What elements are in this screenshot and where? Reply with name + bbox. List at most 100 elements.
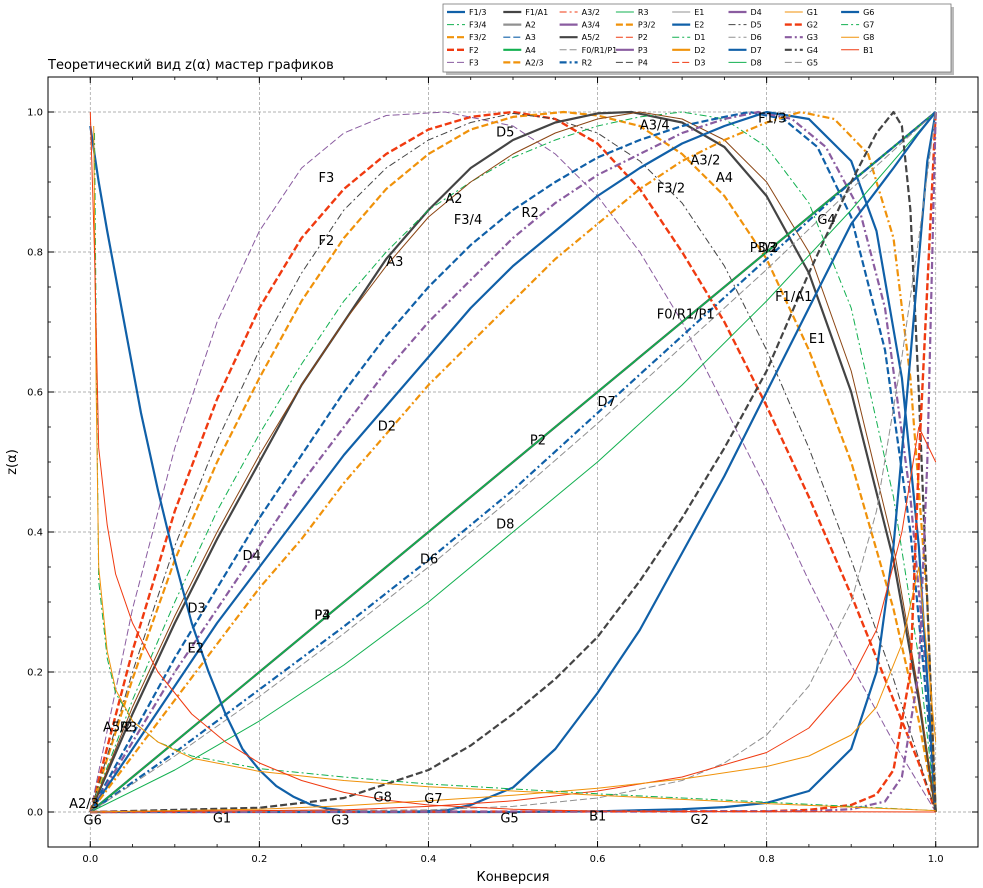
curve-annotation: P4 [314, 609, 330, 624]
curve-annotation: G2 [691, 813, 709, 828]
series-curve [89, 111, 937, 813]
legend-entry: F2 [469, 46, 479, 55]
legend-entry: D2 [694, 46, 705, 55]
legend-entry: A3/4 [582, 21, 600, 30]
curve-annotation: D7 [598, 395, 616, 410]
legend-entry: G3 [807, 33, 818, 42]
x-tick-label: 0.6 [590, 854, 606, 865]
curve-annotation: E1 [809, 332, 826, 347]
y-tick-label: 0.8 [27, 248, 43, 259]
curve-annotation: G4 [817, 213, 835, 228]
series-curves [89, 110, 937, 814]
curve-annotation: G8 [374, 791, 392, 806]
series-curve [89, 111, 937, 813]
curve-annotation: A2 [445, 192, 462, 207]
curve-annotation: A3 [386, 255, 403, 270]
legend-entry: G8 [863, 33, 874, 42]
legend-entry: A5/2 [582, 33, 600, 42]
curve-annotation: P3/2 [750, 241, 779, 256]
curve-annotation: A5/2 [103, 721, 133, 736]
y-tick-label: 0.0 [27, 808, 43, 819]
series-curve [90, 111, 937, 813]
curve-annotation: F2 [319, 234, 335, 249]
y-tick-label: 0.4 [27, 528, 43, 539]
curve-annotation: A4 [716, 171, 733, 186]
legend-entry: E1 [694, 8, 704, 17]
legend-entry: P3/2 [638, 21, 656, 30]
legend-entry: G6 [863, 8, 874, 17]
legend-entry: G5 [807, 58, 818, 67]
chart-title: Теоретический вид z(α) мастер графиков [47, 58, 334, 73]
legend-entry: A3/2 [582, 8, 600, 17]
curve-annotation: R2 [521, 206, 538, 221]
series-curve [89, 111, 936, 813]
x-tick-label: 0.2 [251, 854, 267, 865]
series-curve [90, 426, 937, 813]
x-tick-label: 0.8 [759, 854, 775, 865]
legend-entry: F3 [469, 58, 479, 67]
curve-annotation: G6 [84, 814, 102, 829]
curve-annotation: R3 [120, 721, 137, 736]
curve-annotation: F0/R1/P1 [657, 308, 715, 323]
series-curve [90, 566, 937, 813]
legend-entry: D7 [751, 46, 762, 55]
legend-entry: B1 [863, 46, 874, 55]
legend-entry: G4 [807, 46, 818, 55]
legend-entry: P2 [638, 33, 648, 42]
series-curve [93, 125, 936, 812]
series-curve [90, 111, 937, 813]
series-curve [89, 110, 937, 813]
legend-entry: F1/A1 [525, 8, 548, 17]
series-curve [89, 110, 937, 813]
legend-entry: D6 [751, 33, 762, 42]
legend: F1/3 F3/4 F3/2 F2 F3 F1/A1 A2 A3 A4 A2/3 A3/2 A3/4 A… [442, 3, 954, 75]
series-curve [94, 132, 936, 812]
legend-entry: D4 [751, 8, 762, 17]
y-tick-label: 0.2 [27, 668, 43, 679]
x-tick-label: 0.4 [421, 854, 437, 865]
series-curve [89, 111, 937, 813]
legend-entry: D8 [751, 58, 762, 67]
legend-entry: P4 [638, 58, 648, 67]
series-curve [89, 110, 937, 813]
x-tick-label: 0.0 [82, 854, 98, 865]
legend-entry: F3/2 [469, 33, 486, 42]
curve-annotation: A3/4 [640, 119, 670, 134]
legend-entry: F3/4 [469, 21, 486, 30]
series-curve [90, 110, 937, 814]
series-curve [89, 111, 937, 813]
x-axis-label: Конверсия [476, 870, 549, 885]
y-tick-label: 0.6 [27, 388, 43, 399]
legend-entry: D3 [694, 58, 705, 67]
curve-annotation: D3 [188, 602, 206, 617]
series-curve [89, 112, 937, 813]
legend-entry: F1/3 [469, 8, 486, 17]
curve-annotation: A2/3 [69, 797, 99, 812]
legend-entry: R2 [582, 58, 593, 67]
legend-entry: F0/R1/P1 [582, 46, 618, 55]
series-curve [90, 111, 937, 814]
legend-entry: G7 [863, 21, 874, 30]
curve-annotation: G5 [500, 812, 518, 827]
curve-annotation: F3/4 [454, 213, 482, 228]
curve-annotation: D2 [378, 420, 396, 435]
curve-annotation: G3 [331, 814, 349, 829]
curve-annotation: B1 [589, 809, 606, 824]
curve-annotation: D6 [420, 553, 438, 568]
curve-annotation: F1/A1 [775, 290, 812, 305]
legend-entry: A4 [525, 46, 536, 55]
legend-entry: G1 [807, 8, 818, 17]
series-curve [90, 111, 937, 813]
legend-entry: A2/3 [525, 58, 543, 67]
x-tick-label: 1.0 [928, 854, 944, 865]
curve-annotation: F1/3 [758, 112, 786, 127]
curve-annotation: D3 [758, 241, 776, 256]
curve-annotation: A3/2 [691, 154, 721, 169]
legend-entry: G2 [807, 21, 818, 30]
series-curve [89, 111, 937, 813]
legend-entry: A2 [525, 21, 536, 30]
legend-entry: P3 [638, 46, 648, 55]
